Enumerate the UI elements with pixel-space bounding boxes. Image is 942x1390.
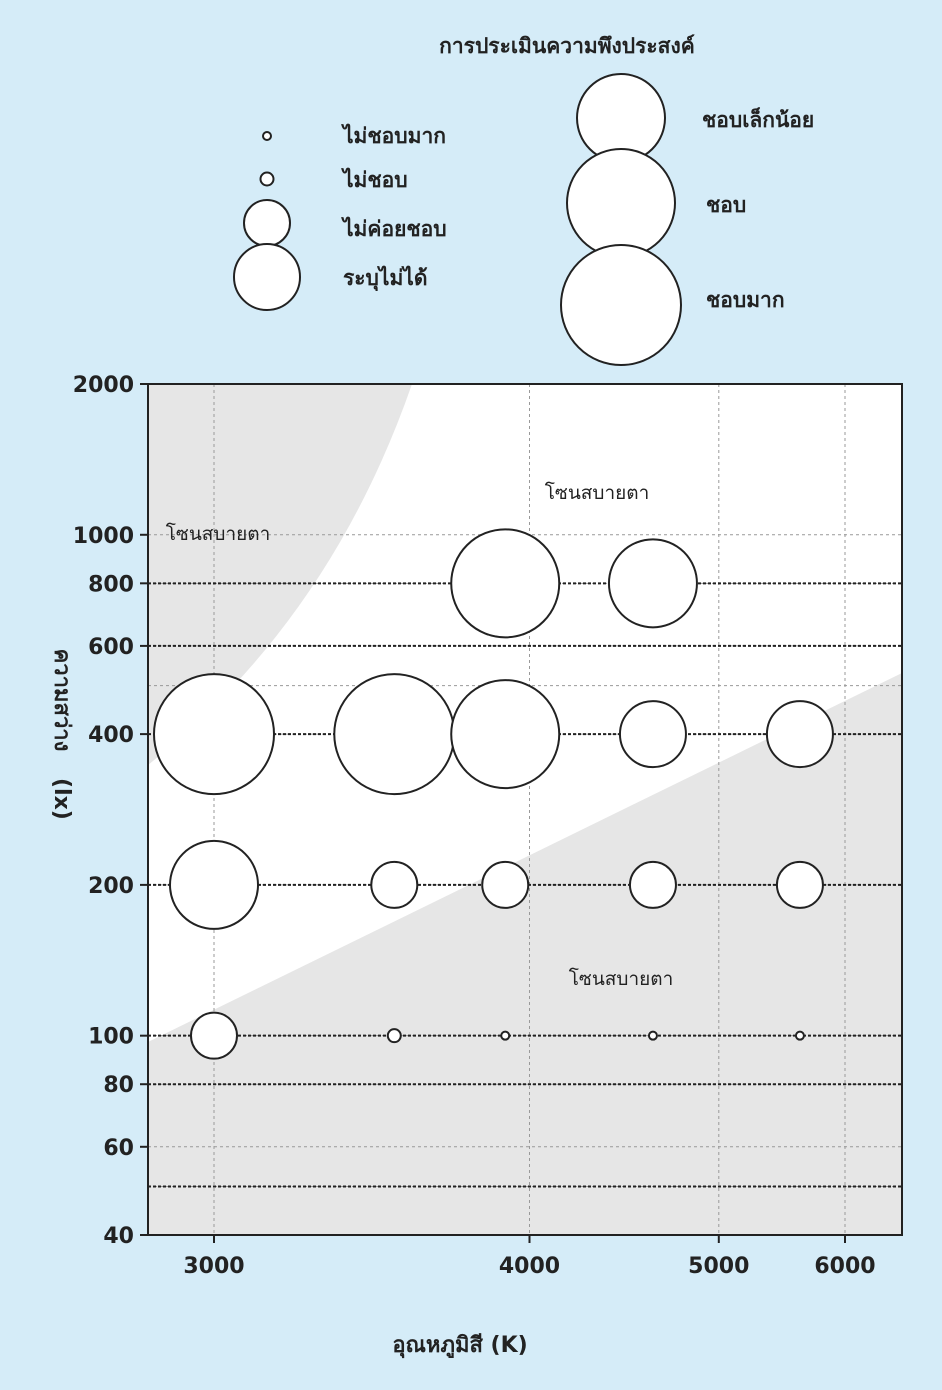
data-point	[775, 860, 824, 909]
legend-title: การประเมินความพึงประสงค์	[439, 34, 695, 58]
legend-label: ชอบเล็กน้อย	[702, 106, 814, 132]
legend-label: ไม่ชอบมาก	[341, 123, 446, 148]
y-axis-label: ความสว่าง	[49, 649, 74, 752]
data-point	[618, 700, 687, 769]
legend-label: ไม่ชอบ	[341, 167, 408, 192]
legend-label: ชอบ	[706, 193, 746, 217]
legend-label: ไม่ค่อยชอบ	[341, 216, 447, 241]
y-tick-label: 600	[88, 635, 134, 660]
legend-label: ระบุไม่ได้	[343, 265, 428, 292]
lower-right-shaded-region	[148, 673, 902, 1235]
zone-label: โซนสบายตา	[545, 481, 650, 504]
y-axis-unit: (lx)	[49, 778, 74, 820]
x-axis-label: อุณหภูมิสี (K)	[392, 1333, 527, 1359]
upper-left-shaded-region	[148, 384, 412, 765]
y-tick-label: 80	[103, 1073, 134, 1098]
data-point	[169, 839, 259, 930]
y-tick-label: 400	[88, 723, 134, 748]
legend-label: ชอบมาก	[706, 288, 785, 312]
data-point	[153, 673, 275, 796]
legend-marker	[259, 171, 275, 187]
y-tick-label: 200	[88, 874, 134, 899]
y-tick-label: 800	[88, 572, 134, 597]
plot-frame	[147, 383, 903, 1236]
data-point	[607, 538, 698, 629]
data-point	[628, 860, 677, 909]
y-tick-label: 100	[88, 1025, 134, 1050]
zone-label: โซนสบายตา	[569, 967, 674, 990]
x-tick-label: 5000	[688, 1254, 749, 1279]
data-point	[370, 860, 419, 909]
data-point	[647, 1030, 658, 1041]
legend-marker	[243, 199, 291, 247]
x-tick-label: 4000	[499, 1254, 560, 1279]
legend-marker	[262, 131, 272, 141]
y-tick-label: 60	[103, 1136, 134, 1161]
x-tick-label: 3000	[183, 1254, 244, 1279]
legend: การประเมินความพึงประสงค์ ไม่ชอบมากไม่ชอบ…	[233, 34, 814, 366]
data-point	[500, 1030, 511, 1041]
data-points	[153, 528, 834, 1060]
legend-marker	[233, 243, 301, 311]
data-point	[333, 673, 456, 796]
plot-area: โซนสบายตาโซนสบายตาโซนสบายตา4060801002004…	[73, 373, 903, 1279]
data-point	[386, 1028, 402, 1044]
x-tick-label: 6000	[814, 1254, 875, 1279]
y-tick-label: 1000	[73, 524, 134, 549]
y-tick-label: 40	[103, 1224, 134, 1249]
data-point	[794, 1030, 805, 1041]
data-point	[481, 860, 530, 909]
y-tick-label: 2000	[73, 373, 134, 398]
data-point	[190, 1011, 238, 1060]
data-point	[450, 679, 561, 790]
shaded-regions	[148, 384, 902, 1235]
zone-label: โซนสบายตา	[166, 522, 271, 545]
legend-marker	[560, 244, 682, 366]
data-point	[765, 700, 834, 769]
data-point	[450, 528, 561, 639]
legend-marker	[566, 148, 676, 258]
y-axis-label-group: ความสว่าง (lx)	[49, 649, 74, 820]
